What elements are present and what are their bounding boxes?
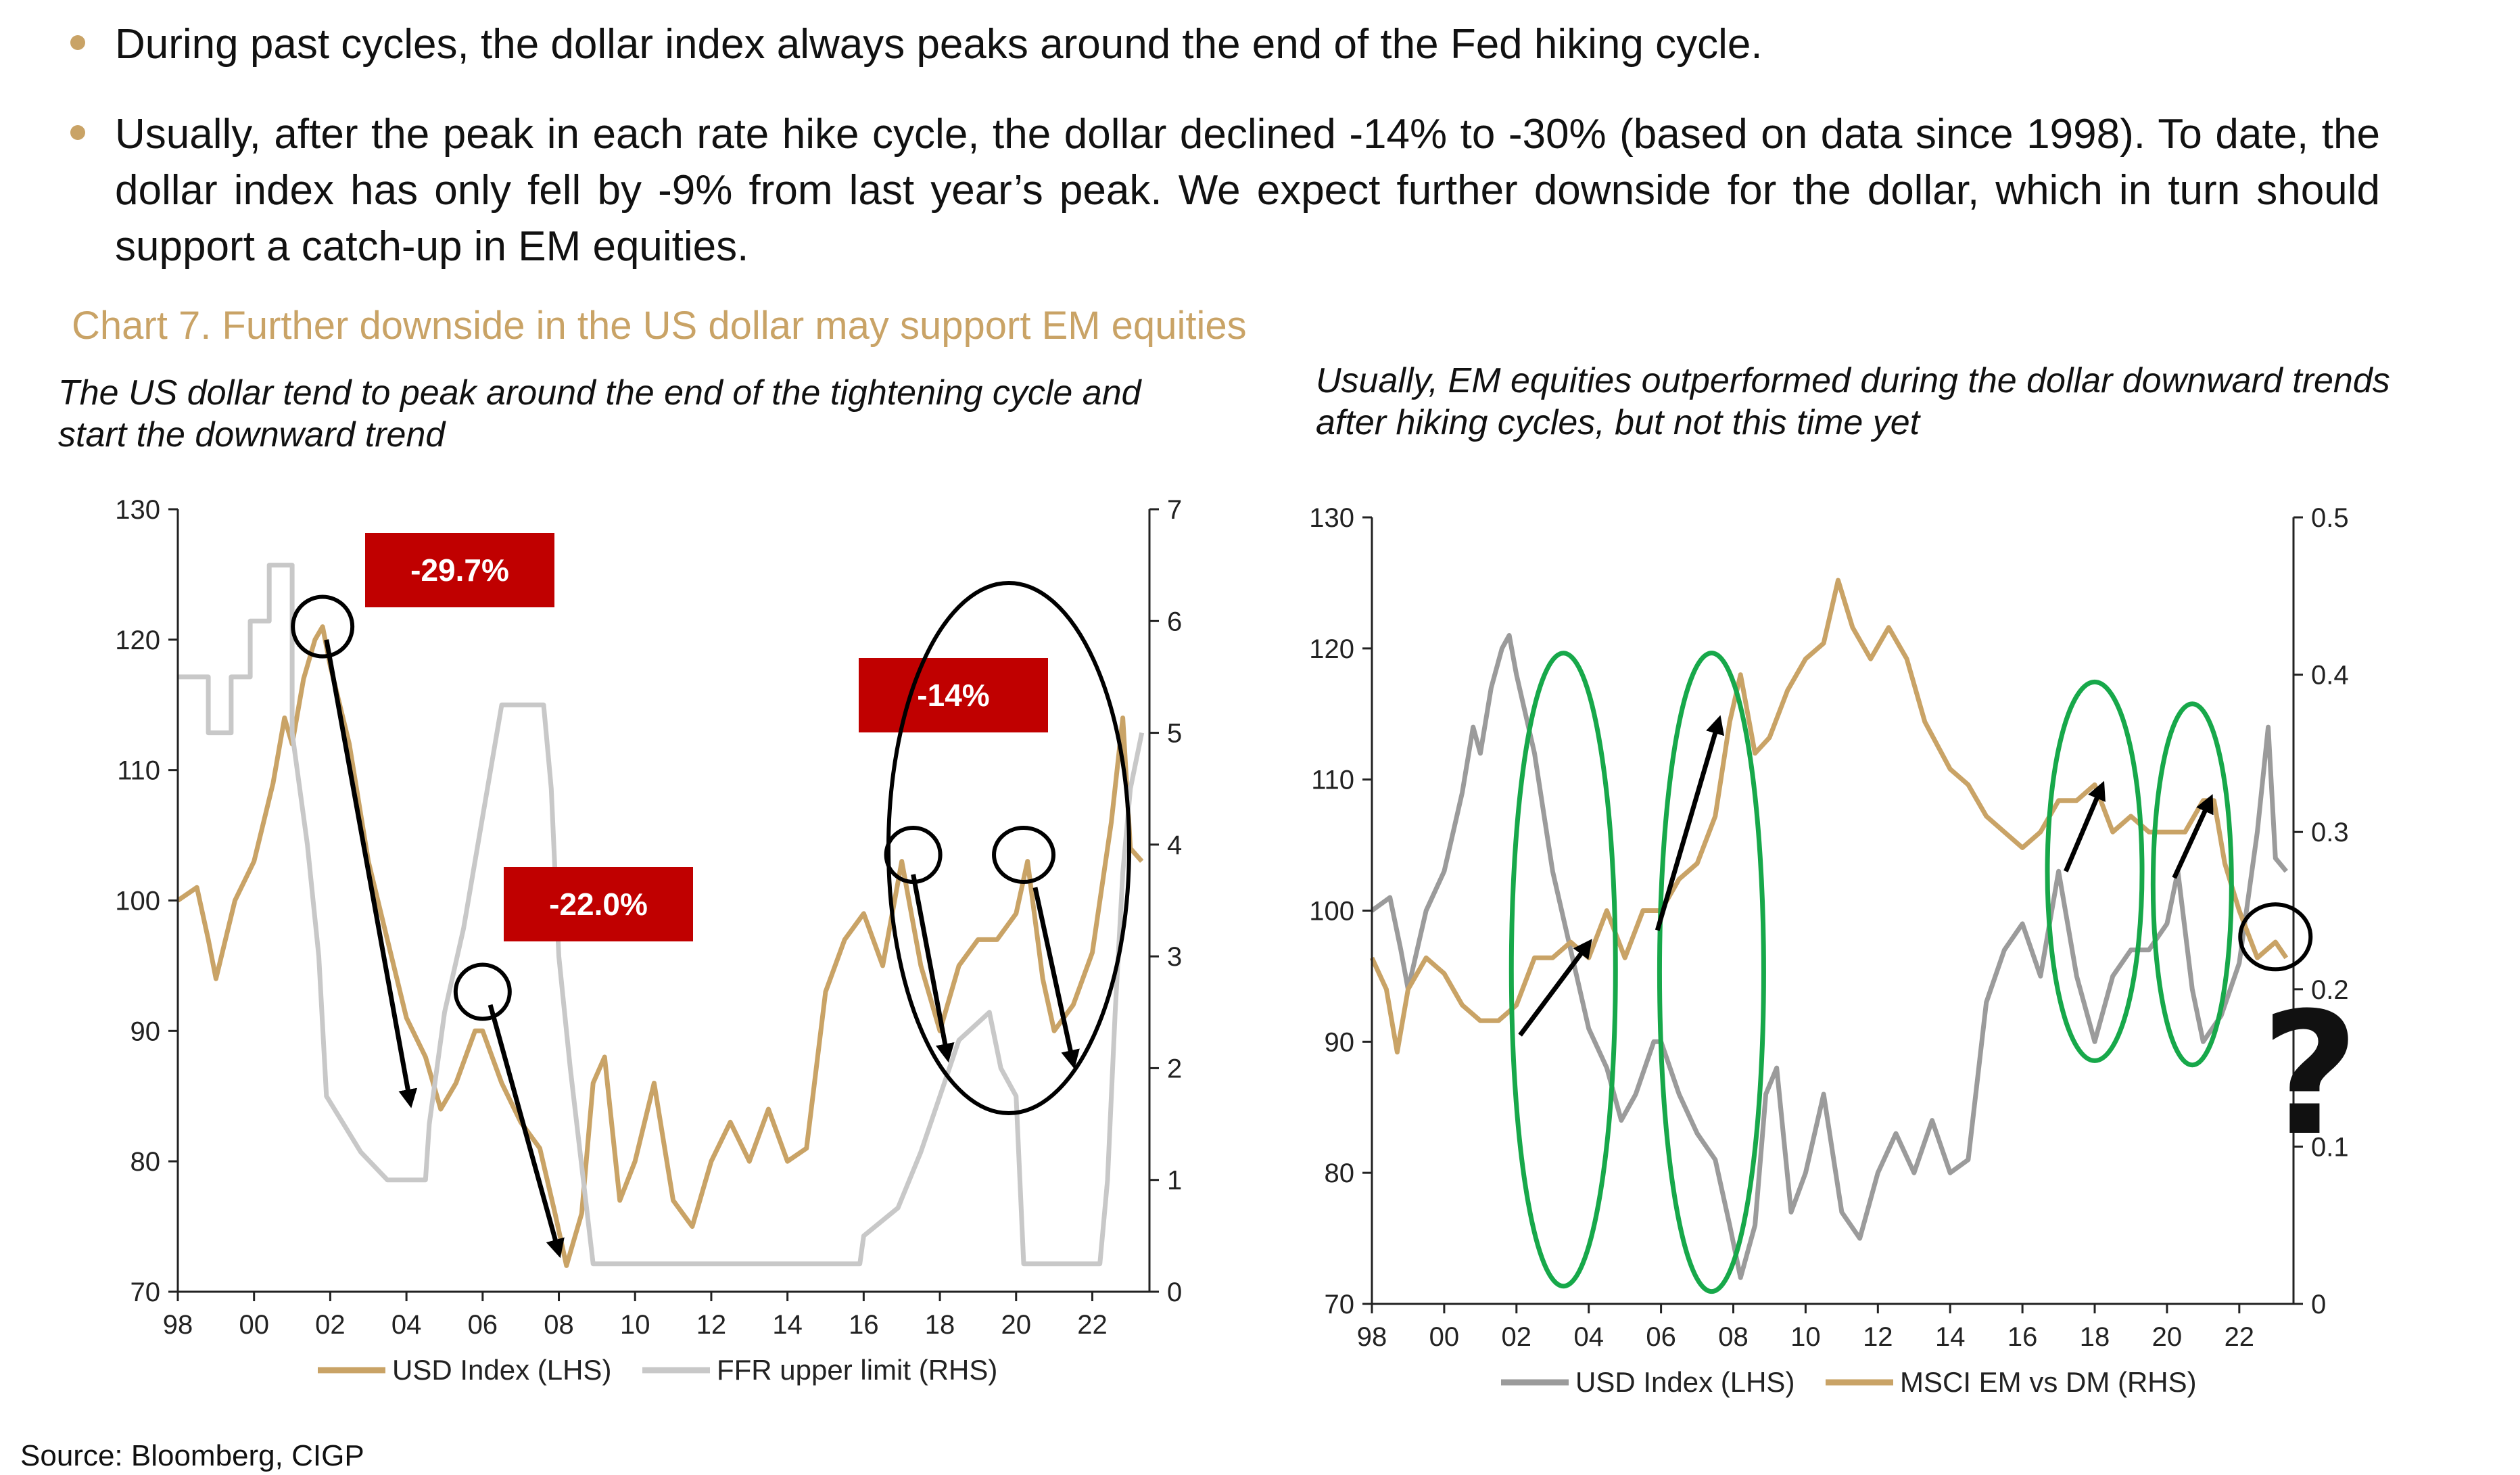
- x-tick-label: 10: [1790, 1322, 1821, 1352]
- series-line-2: [178, 563, 1145, 1267]
- peak-circle-2006: [453, 962, 512, 1021]
- x-tick-label: 14: [1935, 1322, 1966, 1352]
- bullet-dot-icon: [70, 35, 85, 50]
- series-line-1: [176, 624, 1144, 1268]
- y-left-tick-label: 90: [1325, 1027, 1355, 1057]
- up-arrow-2: [1655, 715, 1725, 931]
- peak-circle-2001: [291, 594, 355, 659]
- callout-label-3: -14%: [917, 678, 989, 713]
- source-note: Source: Bloomberg, CIGP: [20, 1439, 364, 1472]
- bullet-2: Usually, after the peak in each rate hik…: [68, 106, 2380, 275]
- chart-title: Chart 7. Further downside in the US doll…: [72, 304, 1247, 348]
- x-tick-label: 98: [1357, 1322, 1387, 1352]
- x-tick-label: 04: [1573, 1322, 1604, 1352]
- x-tick-label: 12: [1863, 1322, 1893, 1352]
- x-tick-label: 04: [391, 1310, 422, 1340]
- peak-circle-2017: [884, 826, 943, 885]
- y-left-tick-label: 120: [1309, 634, 1354, 664]
- y-right-tick-label: 1: [1167, 1166, 1182, 1196]
- up-arrow-3: [2064, 780, 2106, 872]
- y-left-tick-label: 80: [130, 1147, 161, 1177]
- y-left-tick-label: 100: [115, 887, 160, 916]
- peak-circle-2020: [992, 826, 1056, 885]
- x-tick-label: 08: [1718, 1322, 1749, 1352]
- callout-label-1: -29.7%: [410, 553, 509, 588]
- up-arrow-4: [2172, 794, 2214, 879]
- legend-label-1: USD Index (LHS): [392, 1354, 611, 1386]
- bullet-1-text: During past cycles, the dollar index alw…: [115, 21, 1763, 68]
- y-left-tick-label: 130: [115, 495, 160, 525]
- green-ellipse-3: [2045, 679, 2145, 1063]
- legend-label-2: MSCI EM vs DM (RHS): [1900, 1366, 2197, 1398]
- callout-box-3: [859, 658, 1048, 732]
- up-arrow-1: [1518, 939, 1592, 1037]
- x-tick-label: 18: [925, 1310, 955, 1340]
- green-ellipse-4: [2150, 701, 2234, 1068]
- x-tick-label: 00: [1429, 1322, 1460, 1352]
- y-right-tick-label: 0.3: [2311, 818, 2349, 847]
- x-tick-label: 10: [620, 1310, 650, 1340]
- right-chart: 70 80 90 100 110 120 130 0 0.1 0.2 0.3 0.4 0.5 98 00 02…: [1309, 503, 2359, 1398]
- x-tick-label: 14: [772, 1310, 803, 1340]
- y-right-tick-label: 7: [1167, 495, 1182, 525]
- callout-label-2: -22.0%: [549, 887, 648, 922]
- decline-arrow-2: [488, 1004, 565, 1259]
- x-tick-label: 22: [1077, 1310, 1108, 1340]
- green-ellipse-2: [1657, 651, 1766, 1294]
- x-tick-label: 02: [315, 1310, 346, 1340]
- x-tick-label: 22: [2225, 1322, 2255, 1352]
- y-left-tick-label: 120: [115, 626, 160, 655]
- x-tick-label: 08: [544, 1310, 574, 1340]
- y-right-tick-label: 4: [1167, 830, 1182, 860]
- x-tick-label: 12: [696, 1310, 727, 1340]
- x-tick-label: 02: [1502, 1322, 1532, 1352]
- y-right-tick-label: 0.5: [2311, 503, 2349, 533]
- y-left-tick-label: 80: [1325, 1158, 1355, 1188]
- bullet-1: During past cycles, the dollar index alw…: [68, 16, 2380, 72]
- y-right-tick-label: 0.2: [2311, 975, 2349, 1005]
- y-right-tick-label: 3: [1167, 942, 1182, 972]
- y-left-tick-label: 100: [1309, 897, 1354, 927]
- y-right-tick-label: 6: [1167, 607, 1182, 636]
- series-line-1: [1370, 633, 2288, 1280]
- green-ellipse-1: [1508, 651, 1618, 1289]
- question-mark: ?: [2261, 976, 2359, 1173]
- x-tick-label: 98: [163, 1310, 193, 1340]
- decline-arrow-3: [911, 874, 955, 1063]
- cycle-ellipse-2017-2022: [886, 581, 1131, 1115]
- y-left-tick-label: 130: [1309, 503, 1354, 533]
- legend-label-1: USD Index (LHS): [1575, 1366, 1794, 1398]
- decline-arrow-1: [324, 639, 418, 1108]
- legend-label-2: FFR upper limit (RHS): [717, 1354, 997, 1386]
- callout-box-2: [504, 867, 693, 941]
- x-tick-label: 06: [468, 1310, 498, 1340]
- decline-arrow-4: [1032, 887, 1080, 1069]
- x-tick-label: 16: [2007, 1322, 2038, 1352]
- y-left-tick-label: 70: [130, 1278, 161, 1307]
- x-tick-label: 06: [1646, 1322, 1676, 1352]
- y-left-tick-label: 110: [1311, 766, 1354, 795]
- x-tick-label: 18: [2080, 1322, 2110, 1352]
- y-right-tick-label: 0: [2311, 1290, 2326, 1319]
- y-left-tick-label: 70: [1325, 1290, 1355, 1319]
- right-chart-subtitle: Usually, EM equities outperformed during…: [1316, 361, 2390, 442]
- callout-box-1: [365, 533, 554, 607]
- x-tick-label: 00: [239, 1310, 269, 1340]
- current-circle: [2238, 902, 2313, 972]
- y-right-tick-label: 0: [1167, 1278, 1182, 1307]
- left-chart-subtitle: The US dollar tend to peak around the en…: [58, 373, 1141, 454]
- y-right-tick-label: 5: [1167, 719, 1182, 749]
- x-tick-label: 20: [1001, 1310, 1032, 1340]
- bullet-dot-icon: [70, 125, 85, 140]
- y-right-tick-label: 2: [1167, 1054, 1182, 1083]
- x-tick-label: 20: [2152, 1322, 2183, 1352]
- y-left-tick-label: 110: [117, 756, 160, 786]
- y-right-tick-label: 0.4: [2311, 661, 2349, 690]
- y-left-tick-label: 90: [130, 1016, 161, 1046]
- y-right-tick-label: 0.1: [2311, 1132, 2349, 1162]
- x-tick-label: 16: [849, 1310, 879, 1340]
- series-line-2: [1369, 578, 2289, 1055]
- bullet-2-text: Usually, after the peak in each rate hik…: [115, 111, 2380, 270]
